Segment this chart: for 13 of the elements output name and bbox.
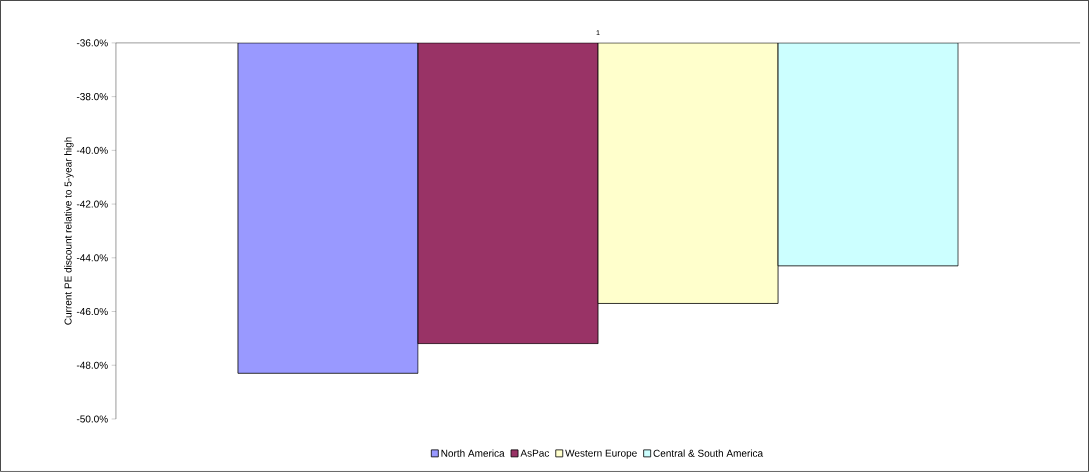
y-tick-label: -46.0%: [76, 308, 108, 316]
y-tick-label: -38.0%: [76, 93, 108, 101]
legend-label: Central & South America: [653, 449, 764, 457]
y-tick-label: -44.0%: [76, 254, 108, 262]
legend-label: AsPac: [520, 449, 550, 457]
y-tick-label: -50.0%: [76, 415, 108, 423]
legend-label: North America: [441, 449, 505, 457]
y-tick-label: -40.0%: [76, 146, 108, 154]
y-tick-label: -48.0%: [76, 361, 108, 369]
y-axis-title: Current PE discount relative to 5-year high: [64, 137, 74, 325]
legend-label: Western Europe: [565, 449, 637, 459]
y-tick-label: -36.0%: [76, 39, 108, 47]
y-tick-label: -42.0%: [76, 200, 108, 208]
